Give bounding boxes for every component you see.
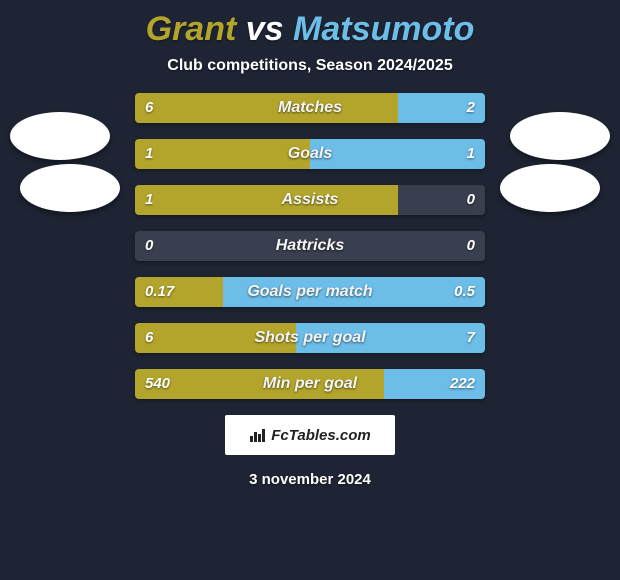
stat-row: 00Hattricks: [135, 231, 485, 261]
stat-label: Matches: [135, 93, 485, 123]
stat-label: Min per goal: [135, 369, 485, 399]
stat-label: Hattricks: [135, 231, 485, 261]
player2-avatar-large: [510, 112, 610, 160]
source-logo: FcTables.com: [225, 415, 395, 455]
subtitle: Club competitions, Season 2024/2025: [0, 57, 620, 75]
stat-label: Goals: [135, 139, 485, 169]
comparison-title: Grant vs Matsumoto: [0, 0, 620, 49]
chart-icon: [249, 427, 267, 443]
stat-label: Goals per match: [135, 277, 485, 307]
versus-text: vs: [246, 10, 284, 48]
player1-name: Grant: [146, 10, 237, 48]
stat-row: 11Goals: [135, 139, 485, 169]
player1-avatar-large: [10, 112, 110, 160]
stat-row: 10Assists: [135, 185, 485, 215]
stat-label: Assists: [135, 185, 485, 215]
date-text: 3 november 2024: [0, 471, 620, 488]
player2-name: Matsumoto: [293, 10, 474, 48]
stat-row: 0.170.5Goals per match: [135, 277, 485, 307]
stat-row: 62Matches: [135, 93, 485, 123]
stat-row: 67Shots per goal: [135, 323, 485, 353]
source-logo-text: FcTables.com: [271, 427, 370, 444]
player1-avatar-small: [20, 164, 120, 212]
player2-avatar-small: [500, 164, 600, 212]
stats-container: 62Matches 11Goals 10Assists 00Hattricks 0.17…: [135, 93, 485, 399]
stat-label: Shots per goal: [135, 323, 485, 353]
stat-row: 540222Min per goal: [135, 369, 485, 399]
